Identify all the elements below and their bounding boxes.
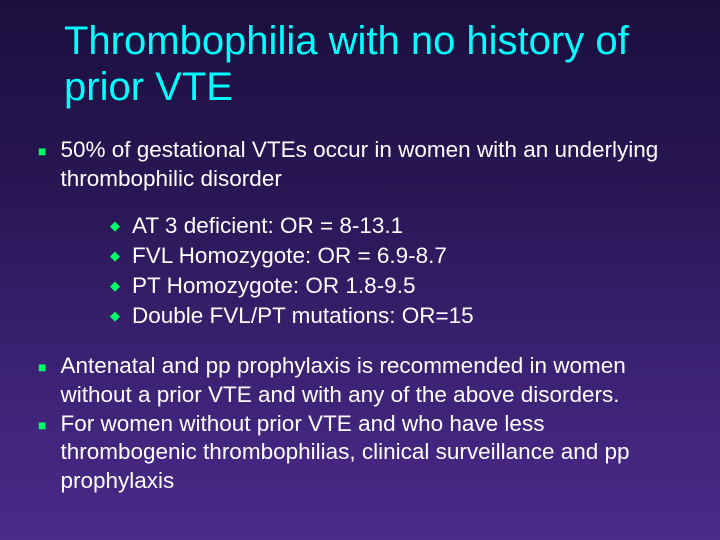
sub-bullet-text: Double FVL/PT mutations: OR=15 [132,302,474,330]
slide-title: Thrombophilia with no history of prior V… [64,18,682,110]
diamond-bullet-icon: ◆ [110,308,120,324]
sub-bullet-item: ◆ FVL Homozygote: OR = 6.9-8.7 [110,242,682,270]
sub-bullet-item: ◆ AT 3 deficient: OR = 8-13.1 [110,212,682,240]
bullet-text: 50% of gestational VTEs occur in women w… [60,136,682,194]
sub-bullet-text: PT Homozygote: OR 1.8-9.5 [132,272,415,300]
sub-bullet-text: AT 3 deficient: OR = 8-13.1 [132,212,403,240]
square-bullet-icon: ■ [38,359,46,375]
square-bullet-icon: ■ [38,143,46,159]
sub-bullet-text: FVL Homozygote: OR = 6.9-8.7 [132,242,447,270]
sub-bullet-item: ◆ PT Homozygote: OR 1.8-9.5 [110,272,682,300]
bullet-item: ■ Antenatal and pp prophylaxis is recomm… [38,352,682,410]
bullet-item: ■ For women without prior VTE and who ha… [38,410,682,496]
sub-bullet-list: ◆ AT 3 deficient: OR = 8-13.1 ◆ FVL Homo… [110,212,682,331]
bullet-text: Antenatal and pp prophylaxis is recommen… [60,352,682,410]
bullet-item: ■ 50% of gestational VTEs occur in women… [38,136,682,194]
bullet-text: For women without prior VTE and who have… [60,410,682,496]
sub-bullet-item: ◆ Double FVL/PT mutations: OR=15 [110,302,682,330]
square-bullet-icon: ■ [38,417,46,433]
diamond-bullet-icon: ◆ [110,248,120,264]
diamond-bullet-icon: ◆ [110,218,120,234]
diamond-bullet-icon: ◆ [110,278,120,294]
